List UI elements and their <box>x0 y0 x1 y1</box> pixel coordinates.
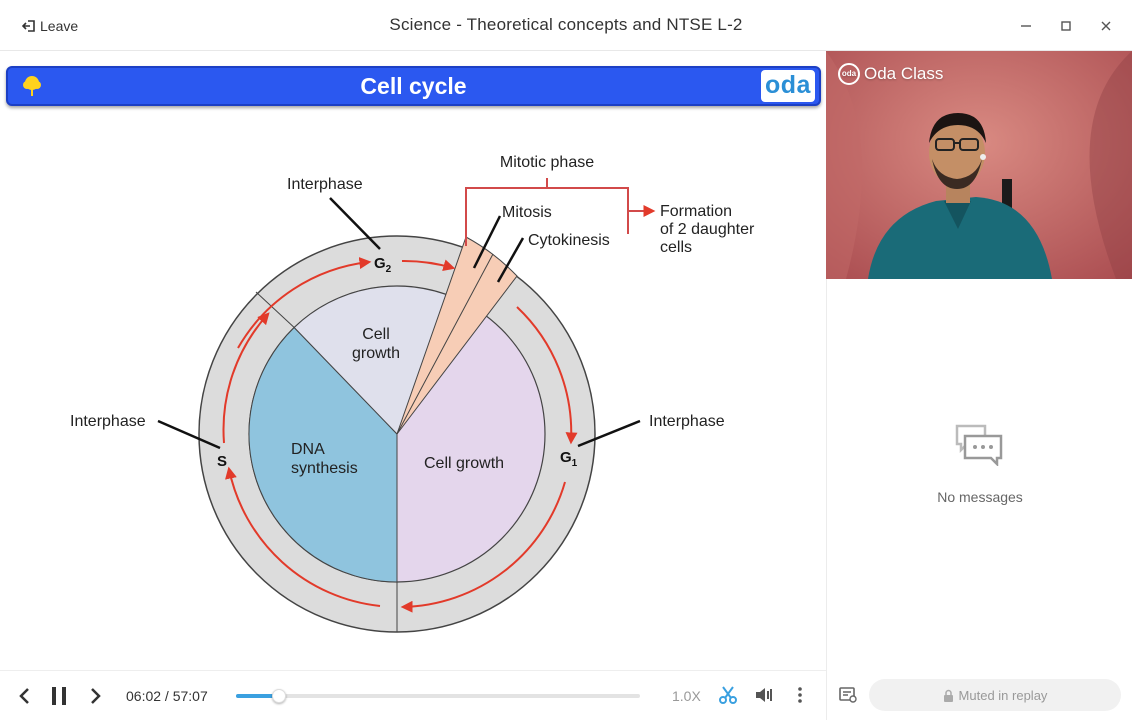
leave-label: Leave <box>40 18 79 34</box>
maximize-icon <box>1061 21 1071 31</box>
leave-button[interactable]: Leave <box>22 16 78 36</box>
g2-label: G2 <box>374 255 392 275</box>
close-icon <box>1101 21 1111 31</box>
instructor-video: oda Oda Class <box>826 51 1132 279</box>
mitosis-pointer <box>472 215 502 269</box>
playback-speed-button[interactable]: 1.0X <box>672 688 701 704</box>
arrow-g1-bottom <box>400 481 566 613</box>
progress-bar[interactable] <box>236 689 640 703</box>
dna-label-2: synthesis <box>291 460 358 477</box>
pause-icon <box>52 687 66 705</box>
more-vertical-icon <box>798 687 802 703</box>
g2-growth-sector <box>293 285 456 435</box>
close-button[interactable] <box>1094 14 1118 38</box>
dna-synthesis-sector <box>248 326 398 583</box>
oda-class-logo-icon: oda <box>838 63 860 85</box>
title-bar: Leave Science - Theoretical concepts and… <box>0 0 1132 51</box>
more-options-button[interactable] <box>792 685 808 710</box>
tree-icon <box>23 76 41 96</box>
arrow-bottom-to-s <box>225 466 381 607</box>
muted-in-replay-field: Muted in replay <box>869 679 1121 711</box>
volume-button[interactable] <box>754 685 774 710</box>
window-title: Science - Theoretical concepts and NTSE … <box>389 15 743 34</box>
ring-divider-left <box>255 291 295 328</box>
cell-cycle-diagram: G2 G1 S Cell growth DNA synthesis Cell g… <box>70 154 755 633</box>
chat-bubbles-icon <box>955 424 1003 466</box>
progress-handle[interactable] <box>271 689 286 703</box>
interphase-right-label: Interphase <box>649 413 725 430</box>
chat-settings-button[interactable] <box>838 684 858 709</box>
arrow-to-s <box>222 312 270 444</box>
mitotic-phase-label: Mitotic phase <box>500 154 594 171</box>
lock-icon <box>943 689 953 702</box>
formation-label-1: Formation <box>660 203 732 220</box>
video-feed-illustration <box>826 51 1132 279</box>
s-label: S <box>217 453 227 470</box>
chat-settings-icon <box>839 687 857 703</box>
arrow-s-g2 <box>237 257 372 349</box>
slide-title: Cell cycle <box>360 73 467 99</box>
pause-button[interactable] <box>49 685 69 712</box>
chat-panel: No messages <box>826 279 1132 670</box>
no-messages-text: No messages <box>937 489 1023 505</box>
interphase-top-label: Interphase <box>287 176 363 193</box>
slide-area: Cell cycle oda G2 G1 S Cell <box>0 51 826 670</box>
slide-header: Cell cycle oda <box>6 66 821 106</box>
player-controls: 06:02 / 57:07 1.0X <box>0 670 826 720</box>
interphase-right-pointer <box>577 419 641 448</box>
cell-growth-top-label-2: growth <box>352 345 400 362</box>
arrow-g2-mitosis <box>401 259 456 272</box>
scissors-icon <box>719 686 737 704</box>
formation-label-2: of 2 daughter <box>660 221 755 238</box>
total-time: 57:07 <box>172 688 208 704</box>
mitosis-divider <box>396 253 494 435</box>
minimize-icon <box>1021 25 1031 27</box>
g1-label: G1 <box>560 449 578 469</box>
previous-button[interactable] <box>16 685 34 712</box>
minimize-button[interactable] <box>1014 14 1038 38</box>
playback-time: 06:02 / 57:07 <box>126 688 208 704</box>
formation-label-3: cells <box>660 239 692 256</box>
leave-icon <box>22 20 35 32</box>
chevron-left-icon <box>19 688 29 704</box>
cytokinesis-pointer <box>496 237 525 283</box>
time-separator: / <box>161 688 173 704</box>
dna-label-1: DNA <box>291 441 325 458</box>
interphase-top-pointer <box>329 197 381 250</box>
chevron-right-icon <box>91 688 101 704</box>
chat-input-bar: Muted in replay <box>826 670 1132 720</box>
oda-class-name: Oda Class <box>864 64 944 83</box>
arrow-to-g1 <box>516 306 578 445</box>
interphase-left-pointer <box>157 419 221 450</box>
muted-in-replay-label: Muted in replay <box>958 687 1048 703</box>
volume-icon <box>756 688 772 702</box>
cell-growth-right-label: Cell growth <box>424 455 504 472</box>
mitosis-label: Mitosis <box>502 204 552 221</box>
cell-growth-top-label-1: Cell <box>362 326 390 343</box>
clip-button[interactable] <box>718 685 738 710</box>
oda-class-watermark: oda Oda Class <box>838 63 943 85</box>
maximize-button[interactable] <box>1054 14 1078 38</box>
oda-logo: oda <box>761 70 815 102</box>
current-time: 06:02 <box>126 688 162 704</box>
interphase-left-label: Interphase <box>70 413 146 430</box>
next-button[interactable] <box>86 685 104 712</box>
progress-fill <box>236 694 279 698</box>
cytokinesis-label: Cytokinesis <box>528 232 610 249</box>
